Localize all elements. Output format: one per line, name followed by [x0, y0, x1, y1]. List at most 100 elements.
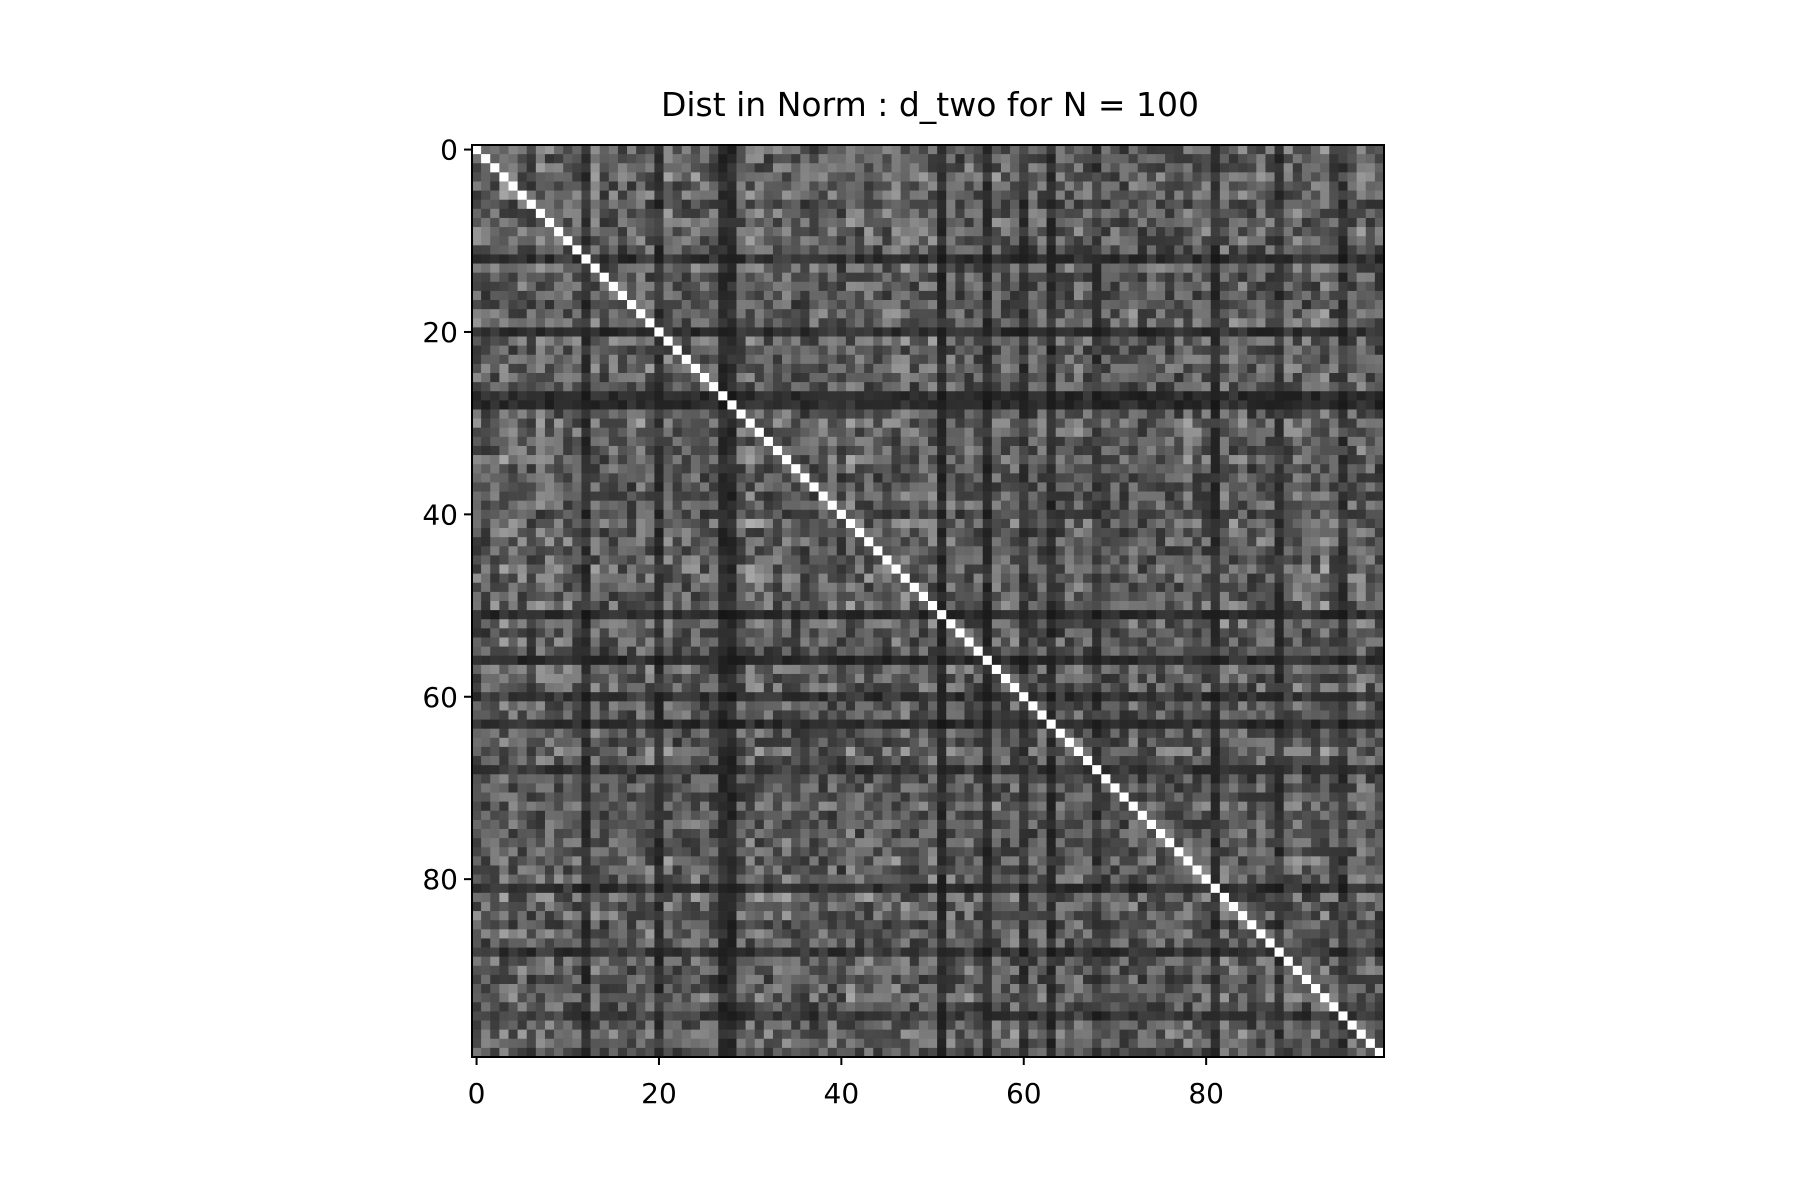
heatmap-cell [1192, 482, 1202, 492]
heatmap-cell [663, 309, 673, 319]
heatmap-cell [663, 591, 673, 602]
heatmap-cell [991, 281, 1002, 292]
heatmap-cell [1329, 464, 1339, 474]
heatmap-cell [955, 555, 965, 565]
heatmap-cell [791, 500, 801, 511]
heatmap-cell [782, 473, 792, 483]
heatmap-cell [645, 564, 655, 574]
heatmap-cell [1083, 181, 1093, 191]
heatmap-cell [1110, 473, 1120, 483]
heatmap-cell [1320, 345, 1330, 356]
heatmap-cell [681, 190, 692, 201]
heatmap-cell [1055, 528, 1066, 538]
heatmap-cell [1101, 427, 1111, 438]
heatmap-cell [1128, 555, 1139, 565]
heatmap-cell [1292, 236, 1303, 246]
heatmap-cell [909, 500, 920, 511]
heatmap-cell [1201, 217, 1212, 228]
heatmap-cell [772, 354, 783, 365]
heatmap-cell [1083, 208, 1093, 219]
heatmap-cell [782, 163, 792, 173]
heatmap-cell [672, 172, 683, 182]
heatmap-cell [535, 354, 546, 365]
heatmap-cell [809, 455, 819, 465]
heatmap-cell [1028, 582, 1038, 593]
heatmap-cell [1292, 418, 1303, 429]
heatmap-cell [1019, 464, 1029, 474]
heatmap-cell [681, 409, 692, 419]
heatmap-cell [499, 509, 509, 520]
heatmap-cell [973, 272, 984, 283]
heatmap-cell [654, 491, 664, 502]
heatmap-cell [700, 154, 710, 164]
heatmap-cell [1101, 582, 1111, 593]
heatmap-cell [1183, 473, 1193, 483]
heatmap-cell [499, 263, 509, 274]
heatmap-cell [973, 236, 984, 246]
heatmap-cell [918, 208, 929, 219]
heatmap-cell [1092, 555, 1102, 565]
heatmap-cell [563, 409, 573, 419]
heatmap-cell [982, 154, 993, 164]
heatmap-cell [1338, 208, 1348, 219]
heatmap-cell [909, 546, 920, 556]
heatmap-cell [873, 354, 883, 365]
heatmap-cell [1010, 309, 1020, 319]
heatmap-cell [946, 309, 956, 319]
heatmap-cell [681, 345, 692, 356]
heatmap-cell [754, 190, 765, 201]
heatmap-cell [472, 418, 482, 429]
heatmap-cell [1137, 208, 1148, 219]
heatmap-cell [1156, 290, 1166, 301]
heatmap-cell [1292, 455, 1303, 465]
heatmap-cell [1238, 181, 1248, 191]
heatmap-cell [672, 500, 683, 511]
heatmap-cell [782, 263, 792, 274]
heatmap-cell [1119, 518, 1129, 529]
heatmap-cell [581, 354, 591, 365]
heatmap-cell [1265, 455, 1275, 465]
heatmap-cell [1347, 518, 1357, 529]
heatmap-cell [955, 163, 965, 173]
heatmap-cell [1365, 318, 1376, 328]
heatmap-cell [499, 272, 509, 283]
diagonal-cell [535, 208, 546, 219]
heatmap-cell [891, 464, 901, 474]
heatmap-cell [1174, 354, 1184, 365]
heatmap-cell [736, 573, 746, 584]
heatmap-cell [1292, 591, 1303, 602]
heatmap-cell [535, 345, 546, 356]
heatmap-cell [681, 199, 692, 210]
heatmap-cell [937, 281, 947, 292]
heatmap-cell [1192, 254, 1202, 264]
heatmap-cell [1283, 509, 1294, 520]
heatmap-cell [1374, 427, 1385, 438]
heatmap-cell [909, 363, 920, 374]
heatmap-cell [827, 336, 838, 346]
heatmap-cell [636, 245, 646, 255]
heatmap-cell [845, 309, 856, 319]
heatmap-cell [1146, 418, 1157, 429]
heatmap-cell [754, 591, 765, 602]
heatmap-cell [581, 227, 591, 237]
heatmap-cell [946, 190, 956, 201]
heatmap-cell [1192, 236, 1202, 246]
heatmap-cell [1110, 537, 1120, 547]
heatmap-cell [472, 555, 482, 565]
heatmap-cell [627, 391, 637, 401]
heatmap-cell [672, 518, 683, 529]
heatmap-cell [608, 546, 619, 556]
heatmap-cell [535, 528, 546, 538]
heatmap-cell [1365, 455, 1376, 465]
heatmap-cell [1256, 163, 1266, 173]
heatmap-cell [1210, 245, 1221, 255]
heatmap-cell [1247, 564, 1257, 574]
heatmap-cell [1165, 227, 1175, 237]
heatmap-cell [1146, 509, 1157, 520]
diagonal-cell [791, 464, 801, 474]
heatmap-cell [709, 245, 719, 255]
heatmap-cell [672, 591, 683, 602]
heatmap-cell [1092, 427, 1102, 438]
heatmap-cell [1329, 528, 1339, 538]
heatmap-cell [900, 318, 911, 328]
